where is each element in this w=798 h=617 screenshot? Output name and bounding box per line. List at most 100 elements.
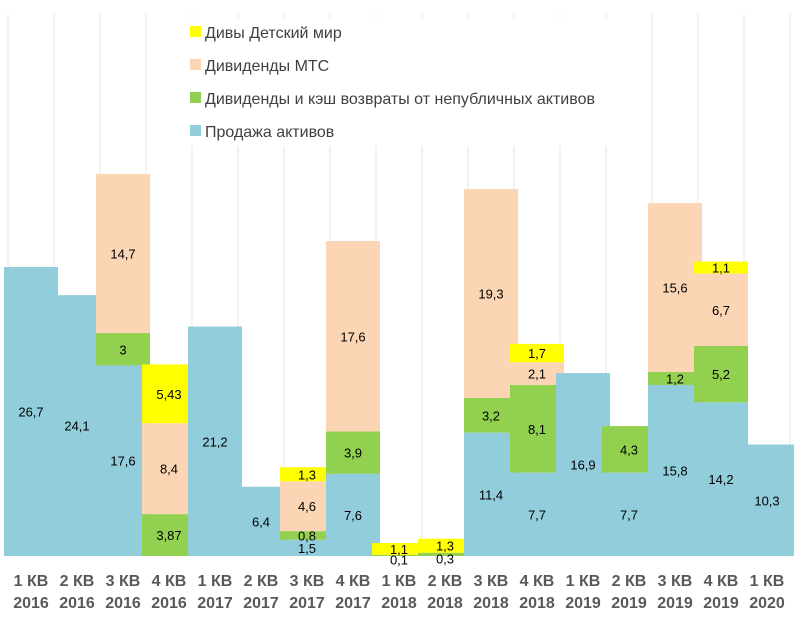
data-label: 17,6	[110, 454, 135, 469]
data-label: 0,8	[298, 528, 316, 543]
x-tick-label-quarter: 4 КВ	[152, 573, 187, 590]
bar-segment	[694, 261, 748, 274]
legend-swatch	[190, 125, 201, 136]
data-label: 7,7	[620, 507, 638, 522]
data-label: 8,4	[160, 462, 178, 477]
bar-segment	[372, 543, 426, 555]
bar-segment	[234, 486, 288, 556]
data-label: 0,1	[390, 552, 408, 567]
bar-segment	[96, 365, 150, 556]
data-label: 1,5	[298, 541, 316, 556]
data-label: 7,7	[528, 507, 546, 522]
data-label: 5,43	[156, 387, 181, 402]
data-label: 0,3	[436, 551, 454, 566]
x-tick-label-year: 2018	[427, 595, 463, 612]
data-label: 6,4	[252, 514, 270, 529]
x-tick-label-year: 2016	[105, 595, 141, 612]
bar-segment	[280, 467, 334, 482]
bar-segment	[326, 241, 380, 432]
bar-segment	[464, 189, 518, 398]
bar-segment	[4, 267, 58, 556]
x-tick-label-quarter: 2 КВ	[60, 573, 95, 590]
data-label: 5,2	[712, 367, 730, 382]
bar-segment	[464, 432, 518, 556]
data-label: 14,7	[110, 246, 135, 261]
x-tick-label-quarter: 1 КВ	[566, 573, 601, 590]
bar-segment	[142, 364, 196, 424]
data-label: 7,6	[344, 508, 362, 523]
bar-segment	[464, 397, 518, 433]
x-tick-label-year: 2018	[519, 595, 555, 612]
data-label: 15,8	[662, 463, 687, 478]
x-tick-label-quarter: 1 КВ	[750, 573, 785, 590]
bar-segment	[142, 423, 196, 515]
bar-segment	[510, 472, 564, 556]
x-tick-label-year: 2016	[13, 595, 49, 612]
legend-label: Продажа активов	[205, 124, 334, 141]
x-tick-label-year: 2019	[657, 595, 693, 612]
bar-segment	[510, 362, 564, 385]
legend-swatch	[190, 59, 201, 70]
bar-segment	[96, 173, 150, 334]
data-label: 16,9	[570, 458, 595, 473]
data-label: 2,1	[528, 367, 546, 382]
x-tick-label-quarter: 2 КВ	[612, 573, 647, 590]
bar-segment	[556, 373, 610, 556]
data-label: 8,1	[528, 422, 546, 437]
bar-segment	[694, 402, 748, 556]
x-tick-label-year: 2016	[59, 595, 95, 612]
bar-segment	[602, 426, 656, 473]
x-tick-label-year: 2020	[749, 595, 785, 612]
x-tick-label-quarter: 3 КВ	[106, 573, 141, 590]
bar-segment	[418, 552, 472, 556]
data-label: 1,3	[298, 467, 316, 482]
bar-segment	[510, 384, 564, 473]
data-label: 1,7	[528, 346, 546, 361]
x-tick-label-year: 2017	[335, 595, 371, 612]
x-tick-label-quarter: 1 КВ	[198, 573, 233, 590]
data-label: 1,1	[390, 542, 408, 557]
data-label: 1,3	[436, 539, 454, 554]
x-tick-label-year: 2018	[381, 595, 417, 612]
data-label: 1,1	[712, 261, 730, 276]
bar-segment	[740, 444, 794, 556]
x-tick-label-quarter: 3 КВ	[658, 573, 693, 590]
bar-segment	[280, 539, 334, 556]
legend-label: Дивиденды и кэш возвраты от непубличных …	[205, 91, 595, 108]
data-label: 11,4	[479, 487, 503, 502]
bar-segment	[142, 514, 196, 556]
bar-segment	[648, 384, 702, 556]
data-label: 6,7	[712, 303, 730, 318]
x-tick-label-year: 2017	[197, 595, 233, 612]
bar-segment	[694, 346, 748, 403]
bar-segment	[96, 333, 150, 366]
bar-segment	[326, 473, 380, 556]
legend-background	[180, 18, 630, 146]
data-label: 19,3	[478, 287, 503, 302]
bar-segment	[648, 371, 702, 385]
data-label: 4,3	[620, 442, 638, 457]
data-label: 3,87	[156, 528, 181, 543]
x-tick-label-year: 2017	[289, 595, 325, 612]
legend-swatch	[190, 26, 201, 37]
data-label: 24,1	[64, 419, 89, 434]
legend-label: Дивиденды МТС	[205, 58, 329, 75]
x-tick-label-quarter: 1 КВ	[14, 573, 49, 590]
x-tick-label-quarter: 2 КВ	[244, 573, 279, 590]
bar-segment	[648, 203, 702, 372]
data-label: 14,2	[708, 472, 733, 487]
bar-segment	[602, 472, 656, 556]
data-label: 4,6	[298, 499, 316, 514]
bar-segment	[280, 481, 334, 532]
x-tick-label-year: 2019	[703, 595, 739, 612]
data-label: 3,2	[482, 408, 500, 423]
bar-segment	[188, 326, 242, 556]
x-tick-label-quarter: 4 КВ	[336, 573, 371, 590]
data-label: 3,9	[344, 446, 362, 461]
bar-segment	[510, 343, 564, 363]
data-label: 15,6	[662, 281, 687, 296]
data-label: 3	[119, 342, 126, 357]
legend-label: Дивы Детский мир	[205, 25, 342, 42]
